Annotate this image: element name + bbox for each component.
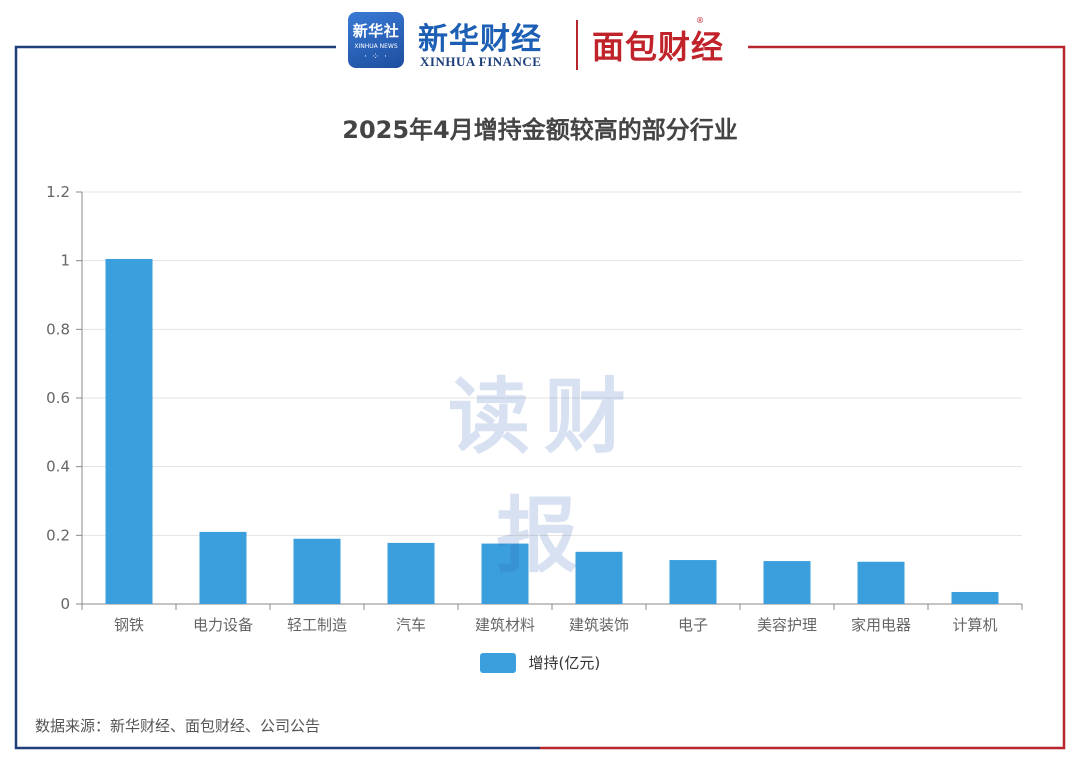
xinhua-news-logo: 新华社 XINHUA NEWS · ⁘ · — [348, 12, 404, 68]
y-tick-label: 0.6 — [46, 389, 70, 407]
xinhua-finance-en: XINHUA FINANCE — [420, 54, 542, 69]
logo-divider — [576, 20, 578, 70]
x-tick-label: 电子 — [678, 616, 708, 634]
bar-7[interactable] — [669, 560, 717, 604]
x-tick-label: 计算机 — [952, 616, 997, 634]
bar-2[interactable] — [199, 531, 247, 604]
tick-labels: 0 0.2 0.4 0.6 0.8 1 1.2 钢铁 电力设备 轻工制造 汽车 建筑材料 建筑装饰 电子 美… — [46, 183, 997, 634]
y-tick-label: 0 — [60, 595, 70, 613]
legend[interactable]: 增持(亿元) — [0, 652, 1080, 673]
bar-8[interactable] — [763, 561, 811, 604]
x-tick-label: 美容护理 — [757, 616, 817, 634]
y-tick-label: 0.2 — [46, 526, 70, 544]
bars — [105, 258, 999, 604]
frame-left-border — [14, 45, 540, 750]
globe-icon: · ⁘ · — [364, 52, 388, 62]
bar-5[interactable] — [481, 543, 529, 604]
xinhua-badge-cn: 新华社 — [352, 22, 400, 40]
x-tick-label: 建筑材料 — [475, 616, 535, 634]
x-tick-label: 电力设备 — [193, 616, 253, 634]
header-logos: 新华社 XINHUA NEWS · ⁘ · 新华财经 XINHUA FINANC… — [336, 8, 748, 76]
y-tick-label: 0.8 — [46, 320, 70, 338]
registered-mark-icon: ® — [696, 16, 704, 25]
mianbao-finance-logo: 面包财经 — [592, 28, 725, 66]
bar-9[interactable] — [857, 561, 905, 604]
y-tick-label: 0.4 — [46, 458, 70, 476]
bar-3[interactable] — [293, 538, 341, 604]
x-tick-label: 钢铁 — [114, 616, 144, 634]
x-tick-label: 轻工制造 — [287, 616, 347, 634]
bar-6[interactable] — [575, 551, 623, 604]
bar-4[interactable] — [387, 542, 435, 604]
data-source-note: 数据来源：新华财经、面包财经、公司公告 — [35, 717, 321, 735]
xinhua-finance-logo: 新华财经 — [418, 22, 542, 57]
bar-10[interactable] — [951, 591, 999, 604]
x-tick-label: 家用电器 — [851, 616, 911, 634]
x-tick-label: 建筑装饰 — [569, 616, 629, 634]
xinhua-badge-en: XINHUA NEWS — [354, 43, 398, 50]
frame-right-border — [540, 45, 1066, 750]
chart-title: 2025年4月增持金额较高的部分行业 — [342, 116, 738, 144]
legend-swatch — [479, 652, 516, 673]
watermark-text: 读财报 — [447, 370, 640, 584]
legend-label: 增持(亿元) — [528, 654, 601, 672]
bar-1[interactable] — [105, 258, 153, 604]
y-tick-label: 1 — [60, 252, 70, 270]
y-tick-label: 1.2 — [46, 183, 70, 201]
x-tick-label: 汽车 — [396, 616, 426, 634]
